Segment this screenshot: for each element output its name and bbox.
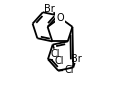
Text: Cl: Cl bbox=[54, 56, 64, 66]
Text: Cl: Cl bbox=[51, 49, 60, 59]
Text: Br: Br bbox=[44, 4, 54, 14]
Text: Cl: Cl bbox=[64, 65, 74, 75]
Text: O: O bbox=[56, 13, 64, 23]
Text: Br: Br bbox=[71, 54, 82, 64]
